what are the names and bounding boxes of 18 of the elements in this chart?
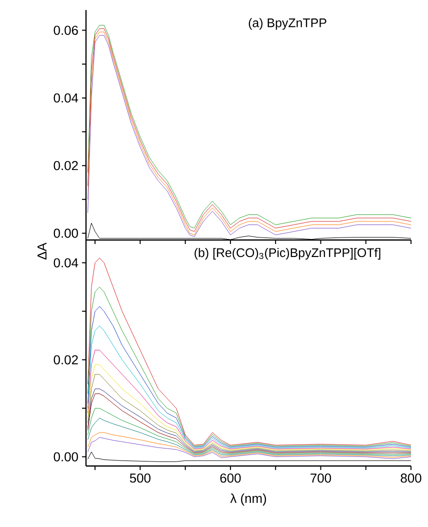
text: (b) [Re(CO)$_{3}$(Pic)BpyZnTPP][OTf] [194, 248, 380, 260]
y-tick-label: 0.06 [54, 26, 78, 35]
y-tick-label: 0.00 [54, 228, 78, 238]
x-tick-label: 500 [130, 474, 150, 483]
y-tick-label: 0.00 [54, 452, 78, 462]
text: (a) BpyZnTPP [248, 18, 326, 30]
y-tick-label: 0.04 [54, 93, 78, 103]
x-tick-label: 700 [310, 474, 332, 483]
x-tick-label: 800 [400, 474, 422, 483]
y-tick-label: 0.04 [54, 258, 78, 268]
x-axis-title: λ (nm) [230, 493, 266, 506]
y-tick-label: 0.02 [54, 355, 78, 364]
line-series [88, 432, 412, 458]
line-series [88, 350, 412, 450]
y-axis-title: ΔA [38, 242, 46, 260]
x-tick-label: 600 [220, 474, 241, 483]
line-series [88, 418, 412, 456]
y-tick-label: 0.02 [54, 160, 78, 170]
